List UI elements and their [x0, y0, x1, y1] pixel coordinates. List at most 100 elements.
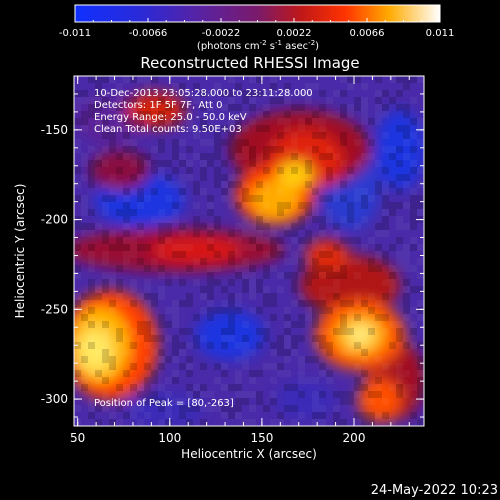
image-pixel [221, 90, 228, 97]
image-pixel [298, 153, 305, 160]
image-pixel [179, 83, 186, 90]
image-pixel [144, 412, 151, 419]
image-pixel [123, 230, 130, 237]
image-pixel [312, 356, 319, 363]
image-pixel [214, 265, 221, 272]
image-pixel [249, 405, 256, 412]
image-pixel [326, 111, 333, 118]
image-pixel [109, 104, 116, 111]
image-pixel [95, 125, 102, 132]
image-pixel [81, 125, 88, 132]
image-pixel [319, 90, 326, 97]
image-pixel [340, 160, 347, 167]
image-pixel [291, 223, 298, 230]
image-pixel [347, 314, 354, 321]
image-pixel [109, 307, 116, 314]
image-pixel [368, 293, 375, 300]
image-pixel [207, 195, 214, 202]
image-pixel [263, 167, 270, 174]
image-pixel [291, 419, 298, 426]
image-pixel [81, 118, 88, 125]
image-pixel [130, 174, 137, 181]
image-pixel [228, 174, 235, 181]
image-pixel [410, 412, 417, 419]
image-pixel [228, 384, 235, 391]
image-pixel [305, 279, 312, 286]
image-pixel [123, 384, 130, 391]
image-pixel [403, 139, 410, 146]
image-pixel [158, 244, 165, 251]
image-pixel [179, 139, 186, 146]
image-pixel [235, 300, 242, 307]
image-pixel [291, 167, 298, 174]
image-pixel [179, 363, 186, 370]
image-pixel [74, 384, 81, 391]
image-pixel [221, 363, 228, 370]
image-pixel [382, 209, 389, 216]
image-pixel [137, 258, 144, 265]
image-pixel [340, 90, 347, 97]
image-pixel [109, 419, 116, 426]
image-pixel [396, 335, 403, 342]
image-pixel [298, 258, 305, 265]
image-pixel [235, 237, 242, 244]
image-pixel [417, 209, 424, 216]
image-pixel [396, 363, 403, 370]
image-pixel [291, 132, 298, 139]
image-pixel [242, 244, 249, 251]
image-pixel [340, 398, 347, 405]
image-pixel [277, 363, 284, 370]
image-pixel [396, 202, 403, 209]
image-pixel [361, 216, 368, 223]
image-pixel [340, 300, 347, 307]
image-pixel [403, 202, 410, 209]
image-pixel [221, 195, 228, 202]
image-pixel [319, 174, 326, 181]
image-pixel [165, 181, 172, 188]
image-pixel [340, 328, 347, 335]
image-pixel [361, 104, 368, 111]
image-pixel [263, 90, 270, 97]
image-pixel [123, 258, 130, 265]
image-pixel [165, 377, 172, 384]
image-pixel [298, 370, 305, 377]
image-pixel [151, 167, 158, 174]
image-pixel [95, 286, 102, 293]
image-pixel [389, 153, 396, 160]
image-pixel [403, 314, 410, 321]
image-pixel [158, 398, 165, 405]
image-pixel [305, 314, 312, 321]
image-pixel [382, 293, 389, 300]
image-pixel [221, 286, 228, 293]
image-pixel [368, 118, 375, 125]
image-pixel [410, 132, 417, 139]
image-pixel [158, 405, 165, 412]
image-pixel [130, 111, 137, 118]
image-pixel [326, 307, 333, 314]
image-pixel [144, 195, 151, 202]
image-pixel [403, 342, 410, 349]
image-pixel [291, 335, 298, 342]
image-pixel [74, 356, 81, 363]
image-pixel [305, 160, 312, 167]
image-pixel [158, 293, 165, 300]
image-pixel [123, 139, 130, 146]
image-pixel [319, 223, 326, 230]
image-pixel [242, 216, 249, 223]
image-pixel [165, 195, 172, 202]
image-pixel [179, 342, 186, 349]
image-pixel [95, 83, 102, 90]
image-pixel [130, 342, 137, 349]
image-pixel [368, 153, 375, 160]
image-pixel [396, 258, 403, 265]
image-pixel [172, 314, 179, 321]
image-pixel [235, 251, 242, 258]
image-pixel [256, 237, 263, 244]
image-pixel [326, 153, 333, 160]
image-pixel [158, 286, 165, 293]
image-pixel [186, 405, 193, 412]
image-pixel [368, 391, 375, 398]
image-pixel [179, 153, 186, 160]
image-pixel [95, 153, 102, 160]
image-pixel [207, 391, 214, 398]
